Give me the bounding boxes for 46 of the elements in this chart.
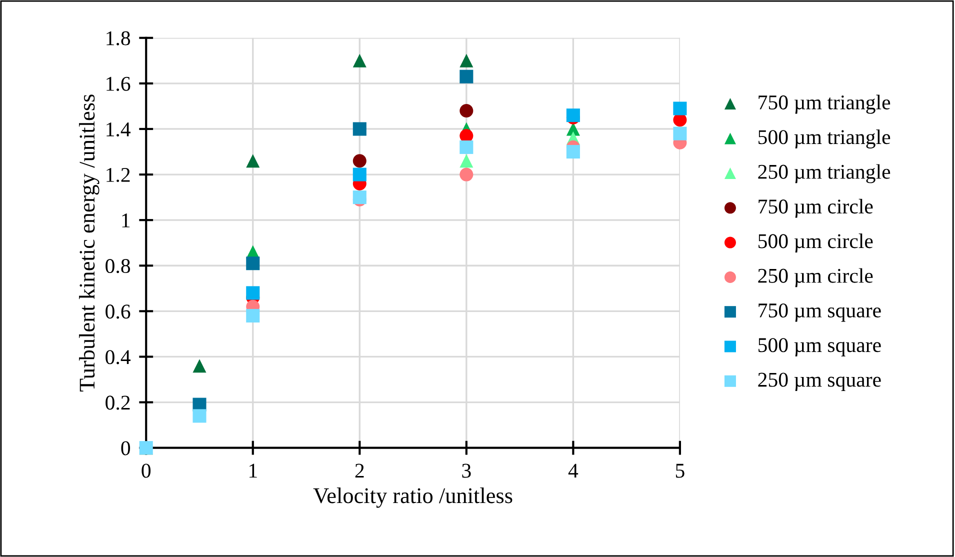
y-tick-label: 0.2 bbox=[106, 396, 130, 410]
point bbox=[460, 168, 474, 182]
legend-label: 750 µm circle bbox=[758, 198, 873, 218]
y-tick-label: 0.6 bbox=[106, 304, 130, 319]
x-tick-label: 4 bbox=[568, 464, 578, 478]
y-tick-label: 1 bbox=[122, 214, 130, 228]
legend-label: 500 µm circle bbox=[758, 234, 873, 252]
point bbox=[673, 102, 687, 116]
point bbox=[460, 154, 474, 168]
y-tick-label: 1.2 bbox=[106, 168, 130, 182]
legend-label: 750 µm triangle bbox=[758, 94, 890, 114]
legend-label: 250 µm square bbox=[758, 372, 881, 392]
y-tick-label: 0.8 bbox=[106, 259, 130, 274]
x-tick-label: 2 bbox=[355, 464, 364, 478]
point bbox=[352, 54, 366, 68]
point bbox=[460, 54, 474, 68]
legend-label: 500 µm square bbox=[758, 338, 881, 356]
point bbox=[246, 256, 260, 270]
x-tick-label: 0 bbox=[142, 464, 151, 478]
y-tick-label: 1.4 bbox=[106, 122, 131, 136]
y-axis-title: Turbulent kinetic energy /unitless bbox=[79, 94, 100, 392]
point bbox=[566, 144, 580, 159]
y-tick-label: 1.6 bbox=[106, 76, 130, 91]
x-tick-label: 3 bbox=[462, 464, 471, 478]
y-tick-label: 0.4 bbox=[106, 350, 131, 364]
x-tick-label: 5 bbox=[676, 464, 684, 478]
point bbox=[352, 154, 366, 168]
point bbox=[460, 70, 474, 84]
point bbox=[192, 409, 206, 423]
legend-label: 250 µm circle bbox=[758, 268, 873, 288]
y-tick-label: 0 bbox=[121, 441, 130, 456]
point bbox=[246, 308, 260, 322]
x-tick-label: 1 bbox=[250, 464, 257, 478]
point bbox=[460, 140, 474, 154]
point bbox=[673, 113, 687, 127]
point bbox=[352, 168, 366, 182]
x-axis-title: Velocity ratio /unitless bbox=[313, 488, 512, 508]
point bbox=[246, 154, 260, 168]
point bbox=[460, 104, 474, 118]
legend-label: 250 µm triangle bbox=[758, 164, 890, 184]
point bbox=[352, 122, 366, 136]
point bbox=[673, 126, 687, 140]
legend-label: 750 µm square bbox=[758, 303, 881, 322]
point bbox=[192, 359, 206, 373]
y-tick-label: 1.8 bbox=[106, 31, 130, 46]
legend-label: 500 µm triangle bbox=[758, 130, 890, 148]
